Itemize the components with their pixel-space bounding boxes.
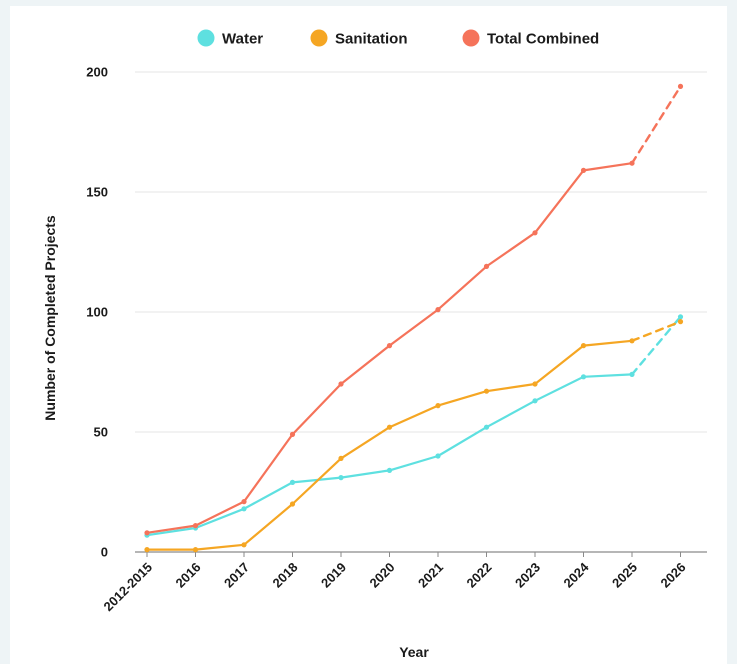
data-point: [629, 160, 635, 166]
data-point: [289, 501, 296, 507]
y-tick-label: 200: [86, 65, 108, 80]
data-point: [435, 307, 441, 313]
chart-card: Water Sanitation Total Combined 0 50 100 150 2…: [10, 6, 727, 664]
x-tick-label: 2024: [561, 559, 593, 591]
y-tick-label: 150: [86, 185, 108, 200]
data-point: [532, 230, 538, 236]
legend-marker: [462, 29, 480, 47]
legend-label: Sanitation: [335, 31, 408, 48]
series-water: [144, 314, 684, 538]
legend-marker: [197, 29, 215, 47]
data-point: [532, 398, 538, 404]
legend-marker: [310, 29, 328, 47]
data-point: [289, 431, 296, 437]
x-axis-title: Year: [399, 644, 429, 660]
series-sanitation: [144, 319, 684, 553]
y-tick-label: 100: [86, 305, 108, 320]
data-point: [580, 374, 587, 380]
data-point: [241, 506, 247, 512]
data-point: [192, 523, 199, 529]
data-point: [144, 530, 150, 536]
series-projection-line: [630, 320, 682, 342]
data-point: [580, 343, 587, 349]
data-point: [192, 547, 199, 553]
y-tick-label: 50: [94, 425, 108, 440]
x-tick-label: 2016: [173, 560, 204, 591]
data-point: [386, 343, 393, 349]
data-point: [241, 499, 247, 505]
data-point: [677, 314, 684, 320]
data-point: [338, 455, 344, 461]
data-point: [677, 319, 684, 325]
data-point: [241, 542, 247, 548]
legend: Water Sanitation Total Combined: [197, 29, 599, 48]
y-axis: 0 50 100 150 200: [86, 65, 108, 560]
x-tick-label: 2019: [318, 560, 349, 591]
data-point: [629, 338, 635, 344]
x-tick-label: 2021: [415, 560, 446, 591]
data-point: [483, 263, 490, 269]
y-tick-label: 0: [101, 545, 108, 560]
series-total-combined: [144, 83, 684, 536]
series-projection-line: [630, 85, 682, 165]
legend-label: Water: [222, 31, 263, 48]
x-tick-label: 2023: [512, 560, 543, 591]
x-tick-label: 2026: [658, 560, 689, 591]
line-chart: Water Sanitation Total Combined 0 50 100 150 2…: [42, 29, 707, 660]
data-point: [144, 547, 150, 553]
data-point: [289, 479, 296, 485]
x-tick-label: 2022: [464, 560, 495, 591]
data-point: [483, 388, 490, 394]
data-point: [677, 83, 684, 89]
data-point: [629, 371, 635, 377]
x-tick-label: 2012-2015: [101, 560, 156, 615]
x-tick-label: 2020: [367, 560, 398, 591]
data-point: [338, 381, 344, 387]
series-line: [145, 373, 634, 537]
data-point: [435, 403, 441, 409]
data-point: [532, 381, 538, 387]
x-tick-label: 2025: [609, 560, 640, 591]
y-axis-title: Number of Completed Projects: [42, 215, 58, 421]
data-point: [386, 424, 393, 430]
series-lines: [144, 83, 684, 553]
legend-label: Total Combined: [487, 31, 599, 48]
data-point: [483, 424, 490, 430]
series-projection-line: [630, 315, 682, 376]
data-point: [580, 167, 587, 173]
data-point: [435, 453, 441, 459]
data-point: [338, 475, 344, 481]
gridlines: [135, 71, 707, 553]
data-point: [386, 467, 393, 473]
x-tick-label: 2018: [270, 560, 301, 591]
x-axis: 2012-2015 2016 2017 2018 2019 2020 2021 2022 202…: [101, 552, 689, 614]
x-tick-label: 2017: [221, 560, 252, 591]
